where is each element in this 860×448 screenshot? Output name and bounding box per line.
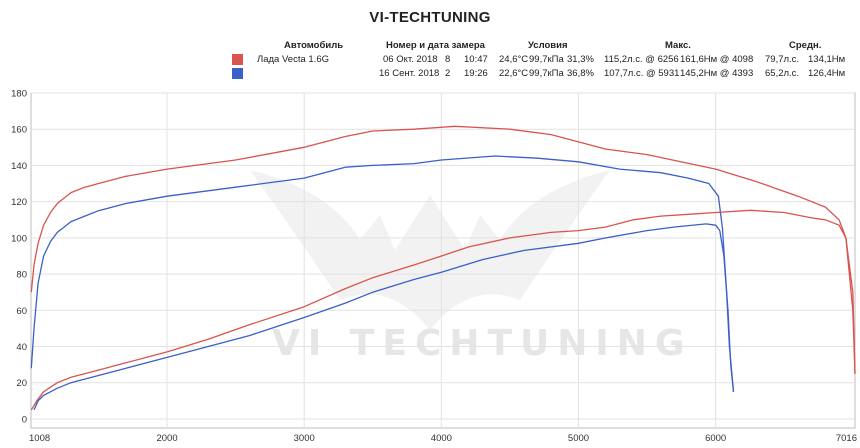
watermark: VI TECHTUNING — [250, 170, 692, 364]
y-tick-label: 100 — [11, 233, 27, 244]
y-tick-label: 40 — [16, 342, 27, 353]
legend-row2-max-power: 107,7л.с. @ 5931 — [604, 68, 680, 79]
axes: 0 20 40 60 80 100 120 140 160 180 1008 2000 3000 4000… — [11, 89, 857, 445]
legend-row1-car: Лада Vecta 1.6G — [257, 54, 329, 65]
legend-row1-num: 8 — [445, 54, 451, 65]
legend-row1-avg-torque: 134,1Нм — [808, 54, 846, 65]
grid — [30, 92, 856, 429]
legend-row1-pressure: 99,7кПа — [529, 54, 564, 65]
y-tick-label: 0 — [22, 414, 27, 425]
legend-row2-humidity: 36,8% — [567, 68, 594, 79]
y-tick-label: 20 — [16, 378, 27, 389]
legend-row1-temp: 24,6°C — [499, 54, 529, 65]
y-tick-label: 180 — [11, 89, 27, 100]
y-tick-label: 140 — [11, 161, 27, 172]
legend-row1-max-torque: 161,6Нм @ 4098 — [680, 54, 754, 65]
legend-row1-max-power: 115,2л.с. @ 6256 — [604, 54, 679, 65]
legend-header-conditions: Условия — [528, 40, 568, 51]
legend-row2-pressure: 99,7кПа — [529, 68, 564, 79]
y-tick-label: 160 — [11, 125, 27, 136]
legend-row2-date: 16 Сент. 2018 — [379, 68, 440, 79]
series-line-3 — [30, 209, 856, 411]
series-lines — [30, 125, 856, 411]
legend-row1-humidity: 31,3% — [567, 54, 594, 65]
bat-logo-watermark — [250, 170, 610, 330]
legend-header-car: Автомобиль — [284, 40, 344, 51]
series-line-1 — [30, 125, 856, 374]
legend-row1-date: 06 Окт. 2018 — [383, 54, 438, 65]
x-tick-label: 3000 — [294, 433, 315, 444]
chart-title: VI-TECHTUNING — [369, 9, 491, 26]
y-tick-label: 120 — [11, 197, 27, 208]
x-tick-label: 1008 — [29, 433, 50, 444]
legend-row1-time: 10:47 — [464, 54, 488, 65]
legend-row2-avg-power: 65,2л.с. — [765, 68, 800, 79]
legend-swatch-red — [232, 54, 243, 65]
legend-row2-temp: 22,6°C — [499, 68, 529, 79]
x-tick-label: 2000 — [156, 433, 177, 444]
legend-header-max: Макс. — [665, 40, 691, 51]
watermark-text: VI TECHTUNING — [272, 323, 692, 364]
legend-swatch-blue — [232, 68, 243, 79]
x-tick-label: 4000 — [431, 433, 452, 444]
legend-row2-avg-torque: 126,4Нм — [808, 68, 846, 79]
y-tick-label: 80 — [16, 270, 27, 281]
legend-row2-time: 19:26 — [464, 68, 488, 79]
legend-header-date: Номер и дата замера — [386, 40, 485, 51]
series-line-2 — [30, 155, 735, 392]
legend-row1-avg-power: 79,7л.с. — [765, 54, 800, 65]
x-tick-label: 7016 — [836, 433, 857, 444]
legend-row2-num: 2 — [445, 68, 451, 79]
legend-header-avg: Средн. — [789, 40, 822, 51]
y-tick-label: 60 — [16, 306, 27, 317]
x-tick-label: 6000 — [705, 433, 726, 444]
x-tick-label: 5000 — [568, 433, 589, 444]
series-line-4 — [33, 223, 735, 411]
legend-row2-max-torque: 145,2Нм @ 4393 — [680, 68, 754, 79]
